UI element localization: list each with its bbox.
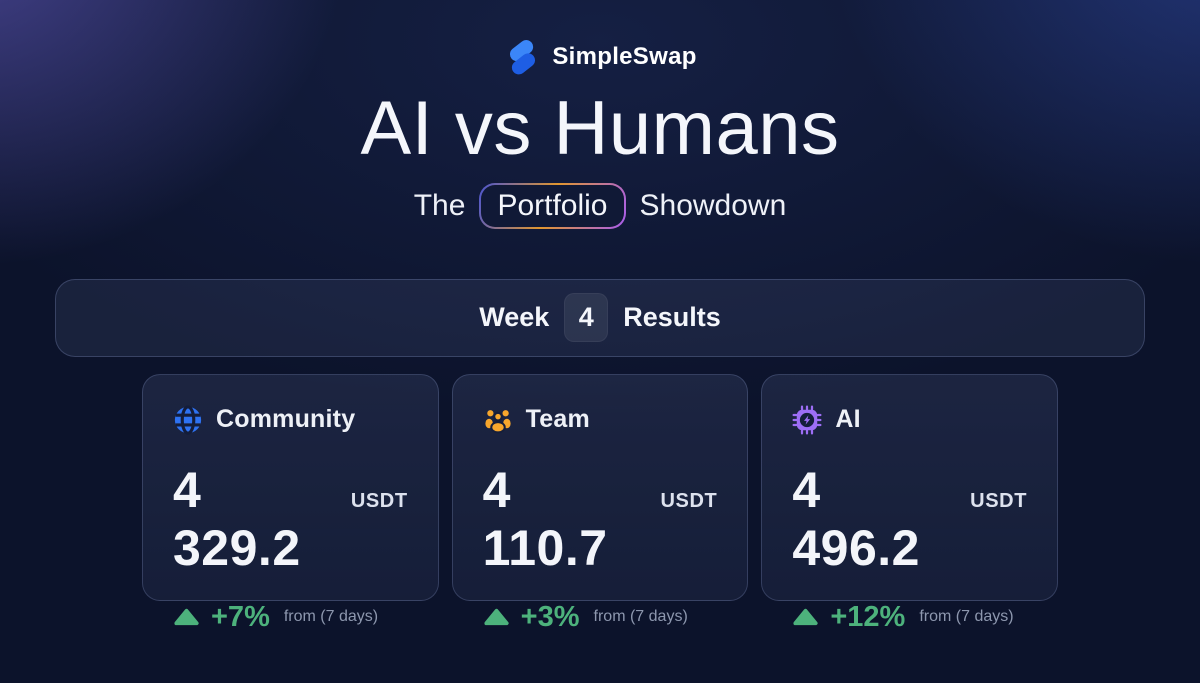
- portfolio-amount: 4 110.7: [482, 461, 608, 576]
- arrow-up-icon: [483, 608, 510, 626]
- portfolio-highlight-label: Portfolio: [481, 184, 624, 227]
- card-title: Team: [525, 405, 590, 434]
- card-header: Team: [483, 405, 718, 435]
- chip-icon: [792, 405, 822, 435]
- week-number-badge: 4: [564, 293, 609, 343]
- currency-label: USDT: [660, 489, 718, 512]
- card-header: AI: [792, 405, 1027, 435]
- results-label: Results: [623, 302, 721, 333]
- week-results-banner: Week 4 Results: [55, 278, 1145, 357]
- team-icon: [483, 405, 513, 435]
- change-period: from (7 days): [593, 608, 688, 626]
- portfolio-cards-row: Community 4 329.2 USDT +7% from (7 days): [142, 373, 1059, 633]
- change-percent: +12%: [830, 600, 906, 633]
- card-value: 4 110.7 USDT: [483, 461, 718, 577]
- brand-row: SimpleSwap: [0, 36, 1200, 78]
- globe-icon: [173, 404, 203, 435]
- card-value: 4 329.2 USDT: [173, 461, 408, 577]
- portfolio-card-team: Team 4 110.7 USDT +3% from (7 days): [451, 373, 749, 633]
- week-label: Week: [479, 302, 550, 333]
- portfolio-highlight-pill: Portfolio: [479, 182, 626, 229]
- card-change: +7% from (7 days): [173, 601, 408, 634]
- subtitle-suffix: Showdown: [639, 188, 787, 222]
- page-subtitle: The Portfolio Showdown: [0, 181, 1200, 231]
- brand-name: SimpleSwap: [552, 43, 697, 70]
- card-header: Community: [173, 404, 408, 435]
- page-title: AI vs Humans: [360, 86, 840, 171]
- arrow-up-icon: [792, 608, 819, 626]
- card-change: +3% from (7 days): [483, 601, 718, 634]
- card-change: +12% from (7 days): [792, 601, 1027, 634]
- change-percent: +7%: [211, 600, 270, 633]
- portfolio-card-community: Community 4 329.2 USDT +7% from (7 days): [142, 373, 439, 633]
- currency-label: USDT: [350, 489, 408, 512]
- change-period: from (7 days): [919, 608, 1014, 626]
- portfolio-amount: 4 496.2: [792, 461, 920, 576]
- change-percent: +3%: [520, 600, 580, 633]
- simpleswap-logo-icon: [503, 38, 541, 76]
- portfolio-card-ai: AI 4 496.2 USDT +12% from (7 days): [761, 373, 1059, 633]
- change-period: from (7 days): [283, 608, 379, 626]
- portfolio-amount: 4 329.2: [173, 461, 301, 576]
- currency-label: USDT: [970, 489, 1028, 512]
- card-title: AI: [835, 405, 861, 434]
- subtitle-prefix: The: [413, 188, 466, 222]
- card-title: Community: [216, 405, 356, 434]
- arrow-up-icon: [173, 608, 200, 626]
- card-value: 4 496.2 USDT: [792, 461, 1027, 577]
